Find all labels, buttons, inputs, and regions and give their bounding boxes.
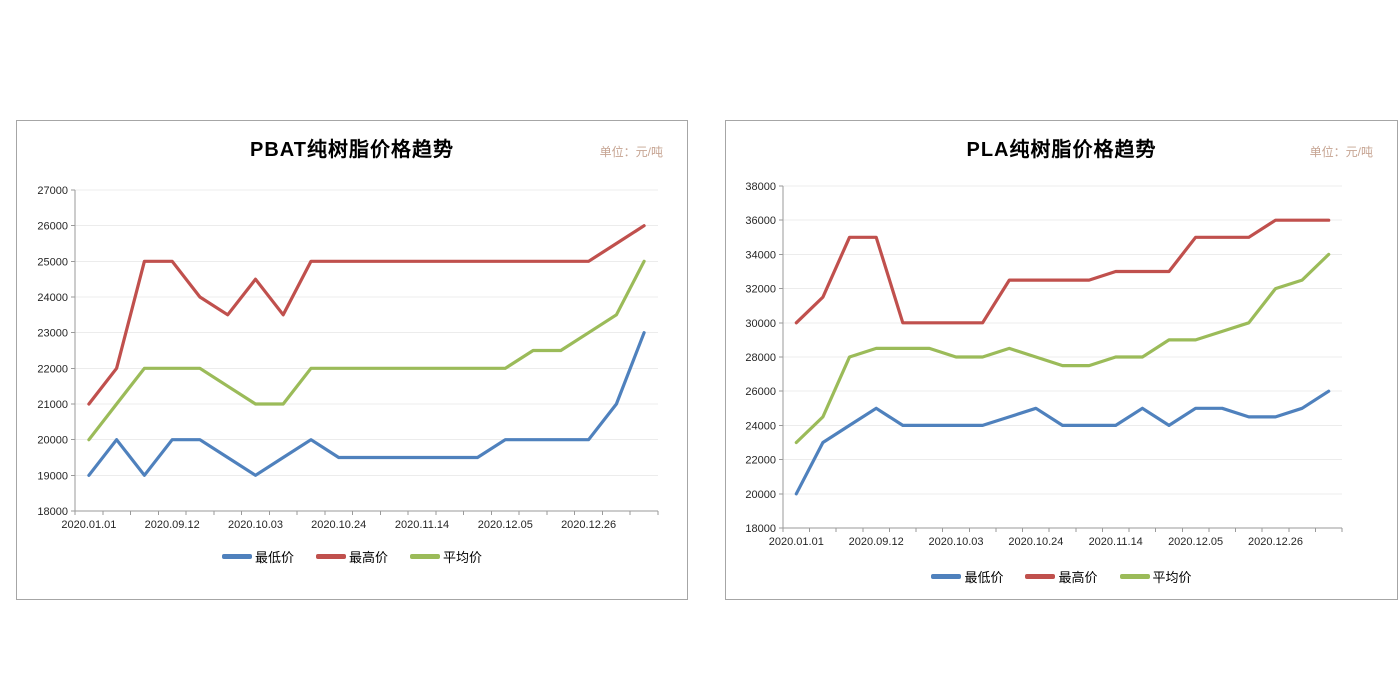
svg-text:25000: 25000	[37, 256, 68, 268]
legend-swatch	[315, 554, 346, 559]
svg-text:20000: 20000	[37, 435, 68, 447]
svg-text:20000: 20000	[745, 489, 776, 501]
svg-text:2020.10.24: 2020.10.24	[1008, 536, 1063, 548]
svg-text:2020.10.03: 2020.10.03	[228, 519, 283, 531]
legend-item-最低价: 最低价	[931, 567, 1003, 586]
unit-label: 单位：元/吨	[1309, 145, 1373, 159]
svg-text:2020.10.24: 2020.10.24	[311, 519, 366, 531]
svg-text:24000: 24000	[745, 420, 776, 432]
legend-label: 最低价	[254, 550, 294, 565]
svg-text:18000: 18000	[745, 523, 776, 535]
chart-panel-pla: PLA纯树脂价格趋势 单位：元/吨 18000 20000 22000 24000 26…	[725, 120, 1398, 600]
legend-label: 平均价	[443, 550, 483, 565]
svg-text:2020.11.14: 2020.11.14	[1089, 536, 1143, 548]
svg-text:2020.10.03: 2020.10.03	[928, 536, 983, 548]
legend-item-最高价: 最高价	[1025, 567, 1098, 586]
svg-text:2020.12.26: 2020.12.26	[1248, 536, 1303, 548]
svg-text:2020.01.01: 2020.01.01	[769, 536, 824, 548]
pbat-line-chart: 18000 19000 20000 21000 22000 23000 24000 25000…	[37, 185, 659, 531]
svg-text:26000: 26000	[37, 221, 68, 233]
legend-label: 平均价	[1152, 570, 1192, 585]
svg-text:2020.12.05: 2020.12.05	[1168, 536, 1223, 548]
chart-title-pla: PLA纯树脂价格趋势	[966, 139, 1157, 161]
legend-item-平均价: 平均价	[1119, 567, 1192, 586]
svg-text:26000: 26000	[745, 386, 776, 398]
svg-text:19000: 19000	[37, 470, 68, 482]
svg-text:2020.09.12: 2020.09.12	[849, 536, 904, 548]
chart-title-pbat: PBAT纯树脂价格趋势	[250, 139, 454, 161]
svg-text:23000: 23000	[37, 328, 68, 340]
legend-item-平均价: 平均价	[410, 547, 482, 566]
svg-text:38000: 38000	[745, 181, 776, 193]
svg-text:2020.12.26: 2020.12.26	[561, 519, 616, 531]
legend-label: 最高价	[348, 550, 388, 565]
svg-text:28000: 28000	[745, 352, 776, 364]
legend: 最低价 最高价 平均价	[17, 547, 687, 566]
legend-swatch	[1025, 574, 1056, 579]
legend-item-最低价: 最低价	[221, 547, 294, 566]
svg-text:2020.12.05: 2020.12.05	[478, 519, 533, 531]
legend: 最低价 最高价 平均价	[726, 567, 1397, 586]
legend-label: 最高价	[1058, 570, 1098, 585]
legend-swatch	[1119, 574, 1150, 579]
svg-text:27000: 27000	[37, 185, 68, 197]
svg-text:24000: 24000	[37, 292, 68, 304]
svg-text:2020.09.12: 2020.09.12	[145, 519, 200, 531]
svg-text:30000: 30000	[745, 318, 776, 330]
legend-item-最高价: 最高价	[315, 547, 388, 566]
unit-label: 单位：元/吨	[599, 145, 663, 159]
legend-swatch	[410, 554, 440, 559]
legend-swatch	[221, 554, 252, 559]
svg-text:22000: 22000	[745, 455, 776, 467]
legend-swatch	[931, 574, 962, 579]
svg-text:34000: 34000	[745, 249, 776, 261]
svg-text:32000: 32000	[745, 284, 776, 296]
svg-text:18000: 18000	[37, 506, 68, 518]
svg-text:2020.11.14: 2020.11.14	[395, 519, 449, 531]
pla-line-chart: 18000 20000 22000 24000 26000 28000 30000 32000…	[745, 181, 1343, 548]
svg-text:21000: 21000	[37, 399, 68, 411]
chart-panel-pbat: PBAT纯树脂价格趋势 单位：元/吨 18000 19000 20000 21000 2…	[16, 120, 688, 600]
svg-text:22000: 22000	[37, 363, 68, 375]
legend-label: 最低价	[964, 570, 1004, 585]
svg-text:2020.01.01: 2020.01.01	[61, 519, 116, 531]
svg-text:36000: 36000	[745, 215, 776, 227]
